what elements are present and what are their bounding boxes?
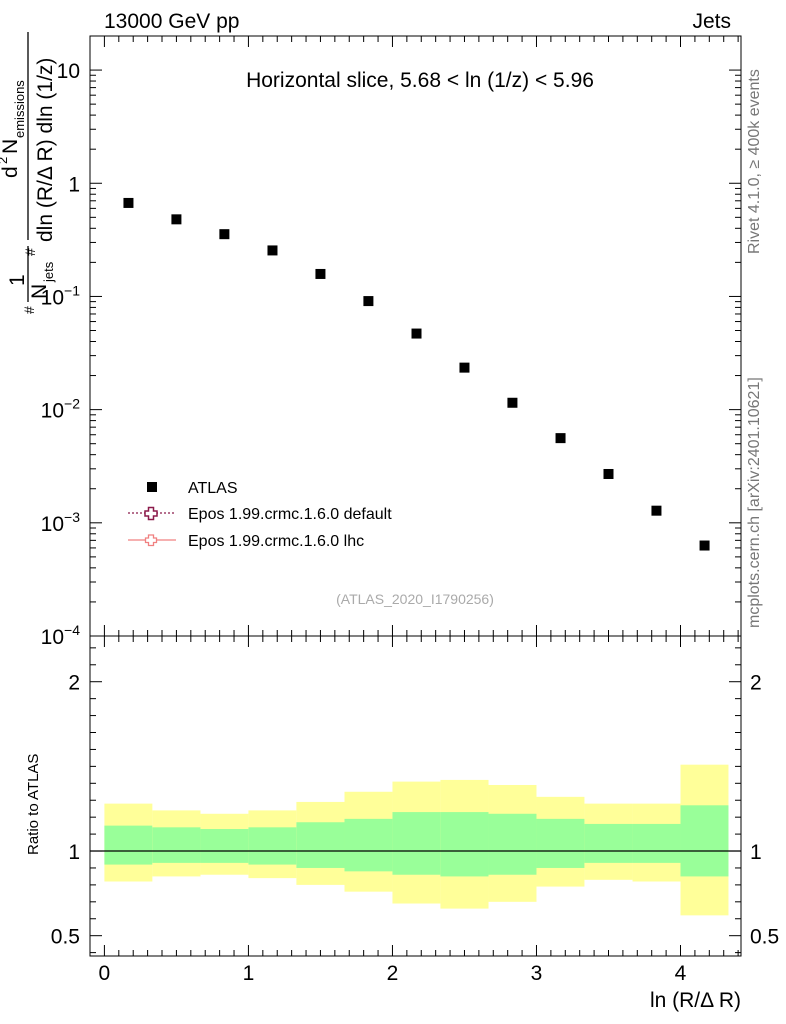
green-band-bin-5	[296, 822, 345, 868]
xtick-label-4: 3	[531, 962, 543, 985]
atlas-point-1	[123, 197, 134, 208]
xtick-label-3: 2	[387, 962, 399, 985]
x-axis-label: ln (R/Δ R)	[650, 989, 741, 1012]
atlas-point-9	[507, 397, 518, 408]
legend-atlas-marker	[147, 482, 157, 492]
green-band-bin-1	[104, 825, 153, 865]
legend-atlas-label: ATLAS	[188, 480, 238, 497]
chart-title: Horizontal slice, 5.68 < ln (1/z) < 5.96	[246, 69, 594, 92]
green-band-bin-8	[440, 812, 489, 877]
atlas-point-11	[603, 468, 614, 479]
atlas-point-4	[267, 245, 278, 256]
main-x-ticks	[103, 36, 739, 636]
ylabel-n-emissions: N	[0, 139, 22, 154]
xtick-label-2: 1	[243, 962, 255, 985]
green-band-bin-12	[632, 823, 681, 863]
ratio-ytick-label-left-2: 1	[68, 841, 80, 864]
ratio-x-ticks	[103, 636, 739, 956]
green-band-bin-7	[392, 812, 441, 875]
ratio-y-ticks	[90, 647, 741, 954]
green-band-bin-13	[680, 805, 729, 877]
ylabel-njets-sub: jets	[41, 261, 56, 283]
ratio-ytick-label-right-2: 1	[750, 841, 762, 864]
main-plot-panel: 10 1 10−1 10−2 10−3 10−4 Horizontal slice, 5.…	[0, 32, 742, 649]
green-band-bin-6	[344, 818, 393, 872]
green-band-bin-3	[200, 829, 249, 863]
green-band-bin-2	[152, 827, 201, 863]
ratio-ytick-label-left-3: 0.5	[51, 926, 80, 949]
atlas-point-6	[363, 296, 374, 307]
analysis-id: (ATLAS_2020_I1790256)	[336, 591, 494, 607]
ylabel-n-emissions-sub: emissions	[12, 80, 27, 138]
green-band-bin-4	[248, 827, 297, 865]
green-band-bin-11	[584, 823, 633, 863]
ylabel-hash-top: #	[22, 248, 38, 256]
ratio-ytick-label-left-1: 2	[68, 672, 80, 695]
legend: ATLAS Epos 1.99.crmc.1.6.0 default Epos …	[128, 480, 392, 550]
atlas-point-3	[219, 229, 230, 240]
main-ytick-label-5: 10−3	[41, 509, 81, 536]
legend-epos-lhc-label: Epos 1.99.crmc.1.6.0 lhc	[188, 533, 364, 550]
atlas-point-13	[699, 540, 710, 551]
mcplots-label: mcplots.cern.ch [arXiv:2401.10621]	[746, 377, 763, 628]
main-ytick-label-4: 10−2	[41, 396, 81, 423]
ratio-plot-panel: 2 2 1 1 0.5 0.5 0 1 2 3 4 Ratio to ATLAS ln (R/Δ R…	[25, 635, 779, 1012]
atlas-point-12	[651, 505, 662, 516]
ratio-ytick-label-right-1: 2	[750, 672, 762, 695]
main-y-tick-labels: 10 1 10−1 10−2 10−3 10−4	[41, 60, 81, 649]
main-ytick-label-1: 10	[57, 60, 80, 83]
atlas-point-2	[171, 214, 182, 225]
atlas-point-10	[555, 433, 566, 444]
ratio-y-axis-label: Ratio to ATLAS	[25, 754, 42, 855]
ylabel-d2-sup: 2	[0, 157, 10, 164]
header-right: Jets	[692, 10, 731, 33]
xtick-label-5: 4	[675, 962, 687, 985]
ratio-tick-labels: 2 2 1 1 0.5 0.5 0 1 2 3 4	[51, 672, 779, 985]
xtick-label-1: 0	[99, 962, 111, 985]
ylabel-denominator: dln (R/Δ R) dln (1/z)	[34, 58, 57, 242]
atlas-point-5	[315, 268, 326, 279]
atlas-data-points	[123, 197, 710, 551]
main-ytick-label-2: 1	[68, 173, 80, 196]
ratio-ytick-label-right-3: 0.5	[750, 926, 779, 949]
main-y-ticks	[90, 35, 741, 637]
atlas-point-8	[459, 362, 470, 373]
main-y-axis-label: # 1 N jets d 2 N emissions # dln (R/Δ R)…	[0, 32, 57, 314]
ylabel-njets: N	[28, 284, 51, 299]
legend-epos-default-label: Epos 1.99.crmc.1.6.0 default	[188, 506, 392, 523]
header-left: 13000 GeV pp	[104, 10, 239, 33]
main-ytick-label-3: 10−1	[41, 282, 81, 309]
green-band-bin-9	[488, 813, 537, 875]
rivet-version-label: Rivet 4.1.0, ≥ 400k events	[746, 69, 763, 254]
ylabel-hash-bottom: #	[21, 306, 37, 314]
ratio-uncertainty-bands	[104, 764, 729, 916]
legend-epos-default-marker	[128, 506, 176, 521]
main-ytick-label-6: 10−4	[41, 622, 81, 649]
ylabel-d2: d	[0, 166, 22, 178]
ylabel-one: 1	[6, 274, 29, 286]
atlas-point-7	[411, 328, 422, 339]
green-band-bin-10	[536, 818, 585, 868]
legend-epos-lhc-marker	[128, 534, 176, 547]
ratio-plot-frame	[89, 635, 742, 957]
